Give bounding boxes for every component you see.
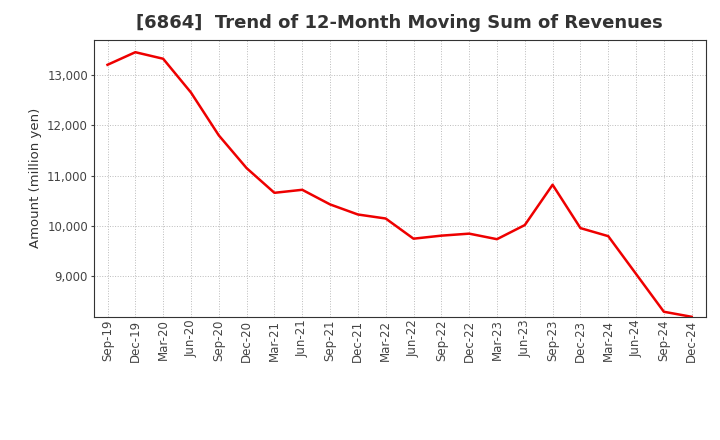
Title: [6864]  Trend of 12-Month Moving Sum of Revenues: [6864] Trend of 12-Month Moving Sum of R… bbox=[136, 15, 663, 33]
Y-axis label: Amount (million yen): Amount (million yen) bbox=[29, 108, 42, 248]
